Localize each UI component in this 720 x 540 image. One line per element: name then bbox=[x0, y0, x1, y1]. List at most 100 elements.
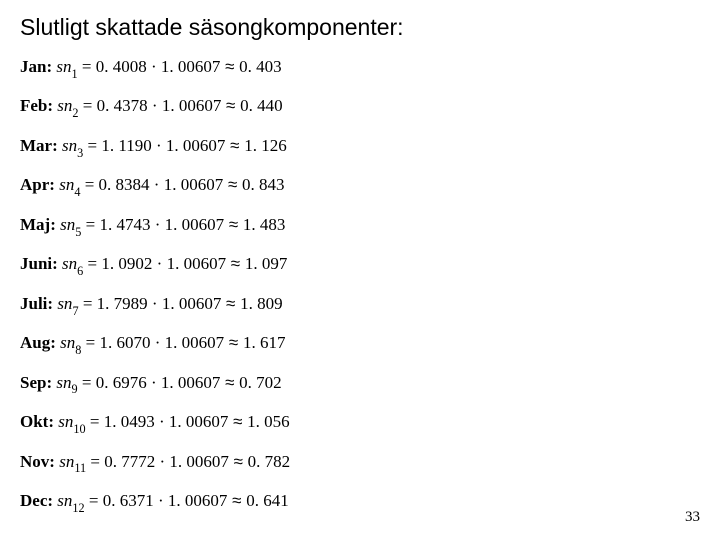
sn-term: sn3 bbox=[62, 136, 83, 155]
raw-value: 1. 1190 bbox=[101, 136, 151, 155]
approx-sign: ≈ bbox=[224, 215, 243, 234]
approx-sign: ≈ bbox=[220, 57, 239, 76]
raw-value: 1. 0493 bbox=[104, 412, 155, 431]
month-row: Okt: sn10 = 1. 0493 · 1. 00607 ≈ 1. 056 bbox=[20, 412, 700, 434]
equals-sign: = bbox=[80, 175, 98, 194]
month-label: Apr: bbox=[20, 175, 55, 194]
month-row: Maj: sn5 = 1. 4743 · 1. 00607 ≈ 1. 483 bbox=[20, 215, 700, 237]
month-row: Dec: sn12 = 0. 6371 · 1. 00607 ≈ 0. 641 bbox=[20, 491, 700, 513]
middot: · bbox=[147, 57, 161, 76]
sn-term: sn1 bbox=[56, 57, 77, 76]
month-label: Dec: bbox=[20, 491, 53, 510]
month-label: Feb: bbox=[20, 96, 53, 115]
multiplier-value: 1. 00607 bbox=[167, 254, 227, 273]
page-title: Slutligt skattade säsongkomponenter: bbox=[20, 14, 700, 41]
multiplier-value: 1. 00607 bbox=[162, 96, 222, 115]
sn-term: sn2 bbox=[57, 96, 78, 115]
result-value: 0. 440 bbox=[240, 96, 283, 115]
equals-sign: = bbox=[79, 96, 97, 115]
approx-sign: ≈ bbox=[228, 412, 247, 431]
sn-term: sn9 bbox=[56, 373, 77, 392]
result-value: 1. 097 bbox=[245, 254, 288, 273]
month-row: Juli: sn7 = 1. 7989 · 1. 00607 ≈ 1. 809 bbox=[20, 294, 700, 316]
equals-sign: = bbox=[86, 452, 104, 471]
month-row: Jan: sn1 = 0. 4008 · 1. 00607 ≈ 0. 403 bbox=[20, 57, 700, 79]
month-label: Juni: bbox=[20, 254, 58, 273]
multiplier-value: 1. 00607 bbox=[165, 333, 225, 352]
middot: · bbox=[147, 373, 161, 392]
raw-value: 1. 7989 bbox=[97, 294, 148, 313]
raw-value: 0. 7772 bbox=[104, 452, 155, 471]
approx-sign: ≈ bbox=[221, 96, 240, 115]
multiplier-value: 1. 00607 bbox=[164, 175, 224, 194]
month-label: Nov: bbox=[20, 452, 55, 471]
approx-sign: ≈ bbox=[226, 254, 245, 273]
multiplier-value: 1. 00607 bbox=[169, 412, 229, 431]
slide-page: Slutligt skattade säsongkomponenter: Jan… bbox=[0, 0, 720, 540]
month-row: Aug: sn8 = 1. 6070 · 1. 00607 ≈ 1. 617 bbox=[20, 333, 700, 355]
result-value: 0. 782 bbox=[248, 452, 291, 471]
multiplier-value: 1. 00607 bbox=[169, 452, 229, 471]
result-value: 0. 843 bbox=[242, 175, 285, 194]
equals-sign: = bbox=[78, 373, 96, 392]
result-value: 1. 483 bbox=[243, 215, 286, 234]
raw-value: 0. 8384 bbox=[99, 175, 150, 194]
approx-sign: ≈ bbox=[227, 491, 246, 510]
equals-sign: = bbox=[81, 333, 99, 352]
middot: · bbox=[151, 333, 165, 352]
sn-term: sn10 bbox=[58, 412, 85, 431]
month-row: Nov: sn11 = 0. 7772 · 1. 00607 ≈ 0. 782 bbox=[20, 452, 700, 474]
month-label: Sep: bbox=[20, 373, 52, 392]
month-row: Feb: sn2 = 0. 4378 · 1. 00607 ≈ 0. 440 bbox=[20, 96, 700, 118]
raw-value: 1. 4743 bbox=[99, 215, 150, 234]
raw-value: 0. 6371 bbox=[103, 491, 154, 510]
page-number: 33 bbox=[685, 509, 700, 526]
raw-value: 0. 4378 bbox=[97, 96, 148, 115]
multiplier-value: 1. 00607 bbox=[161, 373, 221, 392]
raw-value: 0. 4008 bbox=[96, 57, 147, 76]
middot: · bbox=[152, 136, 166, 155]
equals-sign: = bbox=[86, 412, 104, 431]
multiplier-value: 1. 00607 bbox=[161, 57, 221, 76]
equals-sign: = bbox=[83, 136, 101, 155]
sn-term: sn5 bbox=[60, 215, 81, 234]
approx-sign: ≈ bbox=[221, 294, 240, 313]
result-value: 1. 126 bbox=[244, 136, 287, 155]
raw-value: 1. 6070 bbox=[100, 333, 151, 352]
sn-term: sn7 bbox=[57, 294, 78, 313]
month-label: Aug: bbox=[20, 333, 56, 352]
multiplier-value: 1. 00607 bbox=[165, 215, 225, 234]
approx-sign: ≈ bbox=[225, 136, 244, 155]
result-value: 0. 403 bbox=[239, 57, 282, 76]
result-value: 1. 056 bbox=[247, 412, 290, 431]
result-value: 1. 617 bbox=[243, 333, 286, 352]
middot: · bbox=[152, 254, 166, 273]
equals-sign: = bbox=[83, 254, 101, 273]
sn-term: sn4 bbox=[59, 175, 80, 194]
sn-term: sn8 bbox=[60, 333, 81, 352]
approx-sign: ≈ bbox=[229, 452, 248, 471]
multiplier-value: 1. 00607 bbox=[166, 136, 226, 155]
month-label: Jan: bbox=[20, 57, 52, 76]
month-row: Juni: sn6 = 1. 0902 · 1. 00607 ≈ 1. 097 bbox=[20, 254, 700, 276]
result-value: 0. 702 bbox=[239, 373, 282, 392]
month-rows: Jan: sn1 = 0. 4008 · 1. 00607 ≈ 0. 403 F… bbox=[20, 57, 700, 513]
equals-sign: = bbox=[81, 215, 99, 234]
month-row: Mar: sn3 = 1. 1190 · 1. 00607 ≈ 1. 126 bbox=[20, 136, 700, 158]
middot: · bbox=[155, 412, 169, 431]
month-label: Okt: bbox=[20, 412, 54, 431]
multiplier-value: 1. 00607 bbox=[168, 491, 228, 510]
sn-term: sn6 bbox=[62, 254, 83, 273]
middot: · bbox=[150, 175, 164, 194]
month-label: Mar: bbox=[20, 136, 58, 155]
month-row: Sep: sn9 = 0. 6976 · 1. 00607 ≈ 0. 702 bbox=[20, 373, 700, 395]
approx-sign: ≈ bbox=[220, 373, 239, 392]
equals-sign: = bbox=[78, 57, 96, 76]
middot: · bbox=[148, 96, 162, 115]
middot: · bbox=[154, 491, 168, 510]
middot: · bbox=[148, 294, 162, 313]
raw-value: 0. 6976 bbox=[96, 373, 147, 392]
middot: · bbox=[155, 452, 169, 471]
sn-term: sn12 bbox=[57, 491, 84, 510]
result-value: 0. 641 bbox=[246, 491, 289, 510]
